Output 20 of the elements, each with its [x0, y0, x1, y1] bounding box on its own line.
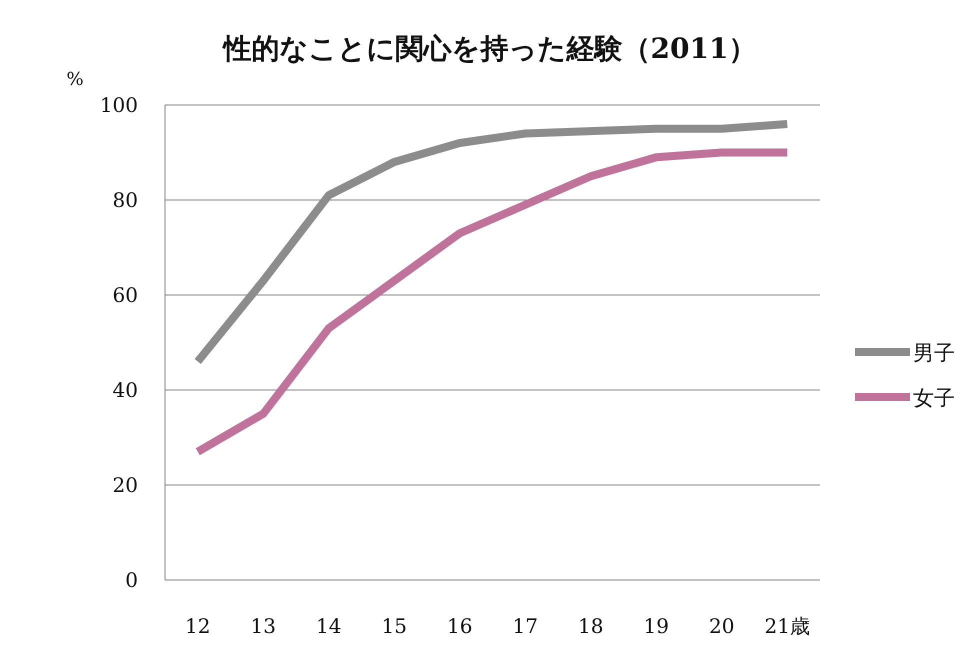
x-tick-label: 18: [578, 614, 604, 638]
y-tick-label: 20: [112, 473, 138, 497]
y-axis-title: %: [66, 69, 84, 90]
y-tick-label: 40: [112, 378, 138, 402]
x-tick-label: 20: [709, 614, 734, 638]
legend-label: 女子: [913, 386, 955, 410]
legend-label: 男子: [913, 341, 955, 365]
chart-title: 性的なことに関心を持った経験（2011）: [222, 32, 756, 65]
x-tick-label: 13: [250, 614, 276, 638]
y-tick-label: 0: [125, 568, 138, 592]
x-tick-label: 12: [185, 614, 210, 638]
x-tick-label: 17: [512, 614, 538, 638]
x-tick-label: 16: [447, 614, 472, 638]
x-tick-label: 14: [316, 614, 342, 638]
x-tick-label: 21歳: [764, 614, 810, 638]
y-tick-label: 60: [112, 283, 138, 307]
y-tick-label: 100: [100, 93, 138, 117]
x-tick-label: 19: [644, 614, 669, 638]
y-tick-label: 80: [112, 188, 138, 212]
x-tick-label: 15: [382, 614, 407, 638]
